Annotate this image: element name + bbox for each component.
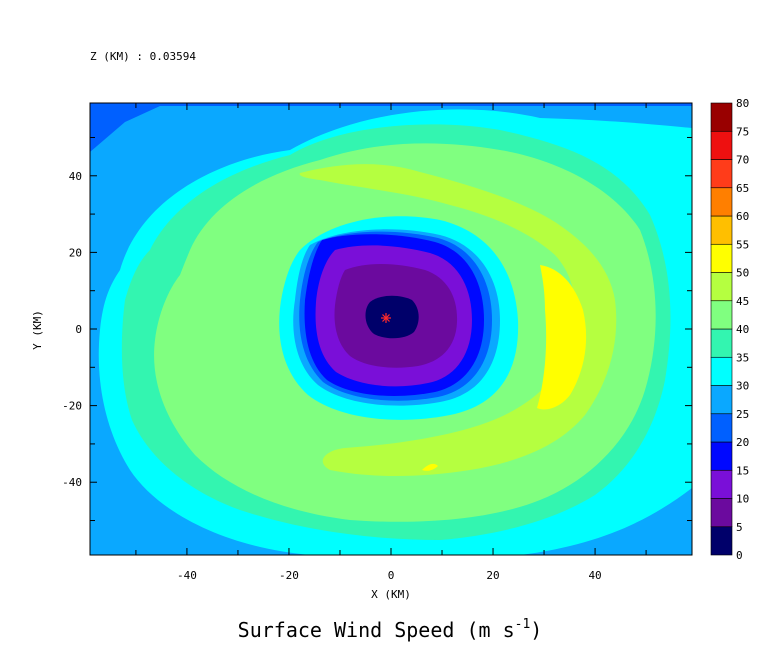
colorbar-swatch xyxy=(710,102,733,132)
y-tick-label: -40 xyxy=(62,476,82,489)
chart-title-main: Surface Wind Speed (m s xyxy=(238,618,515,642)
colorbar-swatch xyxy=(710,215,733,245)
colorbar-label: 10 xyxy=(736,493,749,506)
colorbar-label: 70 xyxy=(736,154,749,167)
colorbar-swatch xyxy=(710,526,733,556)
colorbar-label: 60 xyxy=(736,210,749,223)
x-tick-label: -40 xyxy=(177,569,197,582)
colorbar-swatch xyxy=(710,130,733,160)
contour-50-55 xyxy=(537,265,587,410)
chart-title-exponent: -1 xyxy=(515,617,531,632)
colorbar-label: 25 xyxy=(736,408,749,421)
colorbar-label: 45 xyxy=(736,295,749,308)
contour-0-5 xyxy=(365,295,419,339)
chart-title-close: ) xyxy=(530,618,542,642)
y-tick-label: 0 xyxy=(75,323,82,336)
y-axis: -40 -20 0 20 40 xyxy=(62,136,692,522)
colorbar-label: 40 xyxy=(736,323,749,336)
x-tick-label: -20 xyxy=(279,569,299,582)
colorbar-swatch xyxy=(710,243,733,273)
colorbar-swatch xyxy=(710,498,733,528)
colorbar-label: 50 xyxy=(736,267,749,280)
colorbar-label: 0 xyxy=(736,549,743,562)
storm-center-marker xyxy=(381,313,391,323)
plot-area xyxy=(90,103,692,555)
x-tick-label: 0 xyxy=(388,569,395,582)
y-tick-label: -20 xyxy=(62,400,82,413)
colorbar: 0 5 10 15 20 25 30 35 40 45 50 55 60 65 70 75 80 xyxy=(710,97,749,562)
colorbar-swatch xyxy=(710,272,733,302)
y-tick-label: 40 xyxy=(69,170,82,183)
colorbar-swatch xyxy=(710,159,733,189)
colorbar-swatch xyxy=(710,328,733,358)
colorbar-label: 5 xyxy=(736,521,743,534)
x-axis: -40 -20 0 20 40 xyxy=(135,103,647,582)
colorbar-label: 75 xyxy=(736,125,749,138)
colorbar-swatch xyxy=(710,441,733,471)
colorbar-label: 20 xyxy=(736,436,749,449)
x-axis-label: X (KM) xyxy=(371,588,411,601)
colorbar-label: 15 xyxy=(736,464,749,477)
colorbar-label: 35 xyxy=(736,351,749,364)
colorbar-swatch xyxy=(710,469,733,499)
colorbar-label: 30 xyxy=(736,380,749,393)
colorbar-label: 55 xyxy=(736,238,749,251)
colorbar-swatch xyxy=(710,356,733,386)
x-tick-label: 20 xyxy=(486,569,499,582)
x-tick-label: 40 xyxy=(588,569,601,582)
colorbar-swatch xyxy=(710,300,733,330)
contour-45-50 xyxy=(299,164,617,476)
y-axis-label: Y (KM) xyxy=(31,310,44,350)
colorbar-swatch xyxy=(710,385,733,415)
y-tick-label: 20 xyxy=(69,246,82,259)
colorbar-swatch xyxy=(710,187,733,217)
contour-50-55-small xyxy=(422,463,438,471)
subtitle-z-level: Z (KM) : 0.03594 xyxy=(90,50,196,63)
colorbar-swatch xyxy=(710,413,733,443)
colorbar-label: 80 xyxy=(736,97,749,110)
colorbar-label: 65 xyxy=(736,182,749,195)
chart-title: Surface Wind Speed (m s-1) xyxy=(238,617,543,642)
